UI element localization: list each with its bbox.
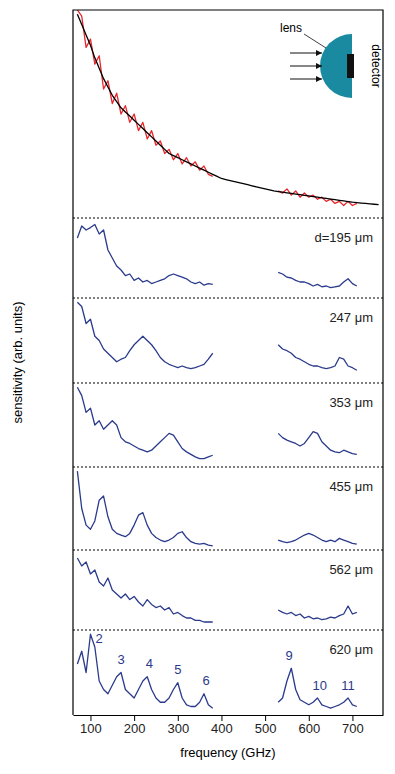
panel-label: 562 μm <box>329 562 373 577</box>
panel-separator <box>73 466 383 467</box>
x-tick-label: 400 <box>211 721 233 736</box>
panel-label: 353 μm <box>329 395 373 410</box>
x-tick: 100 <box>80 715 102 736</box>
peak-label: 2 <box>96 631 103 646</box>
detector-label: detector <box>369 44 383 87</box>
panel: d=195 μm <box>73 224 383 298</box>
x-tick-label: 200 <box>124 721 146 736</box>
peak-label: 3 <box>117 652 124 667</box>
x-tick-mark <box>178 715 179 721</box>
panel-label: d=195 μm <box>315 230 373 245</box>
x-axis-title: frequency (GHz) <box>180 745 275 760</box>
x-tick: 600 <box>298 715 320 736</box>
inset-diagram: lens detector <box>280 21 383 98</box>
detector <box>347 54 354 78</box>
ray-arrowhead <box>316 50 322 56</box>
series-line <box>77 558 356 622</box>
x-tick-mark <box>221 715 222 721</box>
panel: 620 μm 100 200 300 400 500 600 700 frequency (GH… <box>74 631 384 760</box>
ray-arrowhead <box>316 76 322 82</box>
panel: 455 μm <box>73 471 383 550</box>
plot-area <box>77 471 356 546</box>
x-tick-label: 500 <box>255 721 277 736</box>
lens-label: lens <box>280 21 302 35</box>
x-tick-label: 600 <box>298 721 320 736</box>
plot-area <box>77 10 378 206</box>
plot-area <box>77 558 356 622</box>
plot-area <box>77 634 356 708</box>
x-tick-mark <box>352 715 353 721</box>
panel-separator <box>73 217 383 218</box>
panel-separator <box>73 382 383 383</box>
panel: 247 μm <box>73 302 383 383</box>
panel-label: 247 μm <box>329 310 373 325</box>
x-tick-mark <box>90 715 91 721</box>
figure: sensitivity (arb. units) lens detector d=19… <box>0 0 395 774</box>
panel-label: 455 μm <box>329 479 373 494</box>
panel: 562 μm <box>73 558 383 630</box>
peak-label: 6 <box>203 673 210 688</box>
plot-area <box>77 302 356 370</box>
ray-arrowhead <box>316 63 322 69</box>
series-line <box>77 302 356 370</box>
x-tick: 300 <box>167 715 189 736</box>
panel-label: 620 μm <box>329 642 373 657</box>
panel-separator <box>73 297 383 298</box>
x-tick-label: 300 <box>167 721 189 736</box>
panel: sensitivity (arb. units) lens detector <box>10 10 383 424</box>
peak-label: 5 <box>174 662 181 677</box>
x-tick: 700 <box>342 715 364 736</box>
x-tick: 500 <box>255 715 277 736</box>
series-line <box>77 387 356 458</box>
series-line <box>77 634 356 708</box>
x-axis-line <box>74 715 384 716</box>
x-tick-label: 700 <box>342 721 364 736</box>
x-axis: 100 200 300 400 500 600 700 <box>74 715 384 736</box>
peak-label: 10 <box>312 678 326 693</box>
lens-pointer <box>304 34 326 48</box>
series-line <box>77 14 378 205</box>
x-tick: 200 <box>124 715 146 736</box>
panel-separator <box>73 549 383 550</box>
y-axis-title: sensitivity (arb. units) <box>10 301 25 423</box>
x-tick-mark <box>134 715 135 721</box>
x-tick-mark <box>309 715 310 721</box>
peak-label: 4 <box>146 656 153 671</box>
x-tick: 400 <box>211 715 233 736</box>
panel: 353 μm <box>73 387 383 467</box>
plot-frame <box>73 10 383 715</box>
plot-area <box>77 387 356 458</box>
x-tick-mark <box>265 715 266 721</box>
x-tick-label: 100 <box>80 721 102 736</box>
series-line <box>77 471 356 546</box>
peak-label: 9 <box>286 648 293 663</box>
peak-label: 11 <box>341 678 355 693</box>
panel-separator <box>73 629 383 630</box>
